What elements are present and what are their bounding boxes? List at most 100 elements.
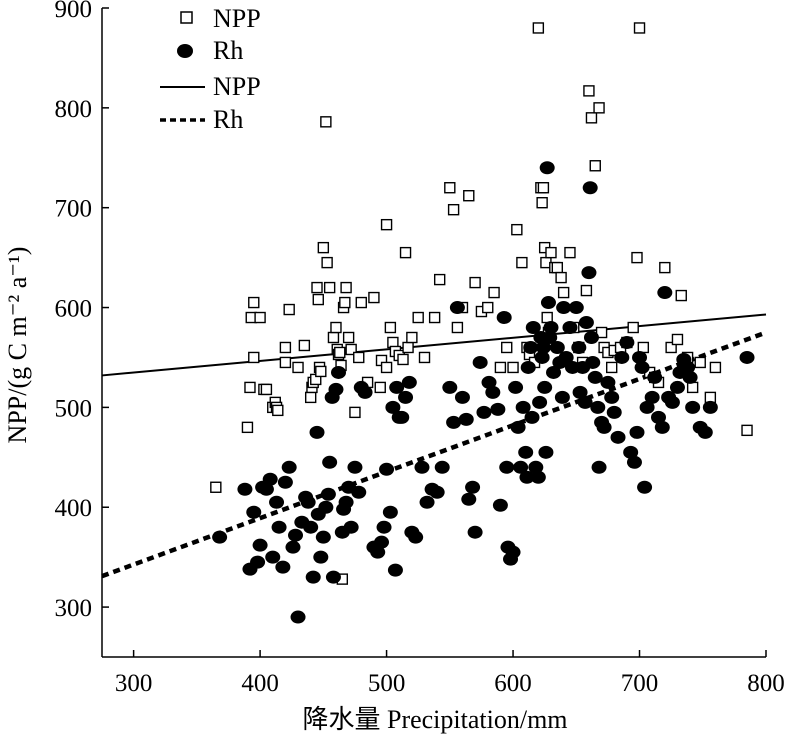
point-npp	[384, 321, 397, 334]
point-rh	[530, 470, 546, 484]
tick-labels: 300 400 500 600 700 800 300 400 500 600 700 800 900	[55, 0, 785, 697]
point-npp	[428, 311, 441, 324]
point-rh	[739, 350, 755, 364]
point-npp	[248, 296, 260, 309]
point-rh	[379, 462, 395, 476]
point-rh	[492, 498, 508, 512]
fit-lines	[101, 313, 767, 579]
point-npp	[279, 341, 292, 354]
point-rh	[442, 380, 458, 394]
point-rh	[465, 480, 481, 494]
point-rh	[600, 375, 616, 389]
point-npp	[583, 85, 595, 97]
point-rh	[549, 340, 565, 354]
point-npp	[292, 361, 304, 374]
point-rh	[499, 460, 515, 474]
point-npp	[330, 321, 342, 334]
point-npp	[380, 218, 393, 231]
point-rh	[539, 161, 555, 175]
point-rh	[525, 321, 541, 335]
point-npp	[741, 424, 753, 437]
point-npp	[488, 286, 500, 299]
point-npp	[399, 246, 412, 259]
point-rh	[571, 340, 587, 354]
point-rh	[556, 301, 572, 315]
y-tick-label: 900	[55, 0, 93, 23]
point-npp	[353, 351, 365, 364]
point-rh	[577, 395, 593, 409]
point-rh	[562, 321, 578, 335]
point-npp	[315, 365, 327, 378]
point-rh	[385, 400, 401, 414]
point-rh	[414, 460, 430, 474]
point-npp	[659, 261, 671, 274]
point-rh	[523, 340, 539, 354]
point-rh	[587, 370, 603, 384]
point-rh	[401, 375, 417, 389]
point-rh	[419, 495, 435, 509]
point-rh	[515, 400, 531, 414]
x-tick-label: 300	[115, 670, 153, 697]
point-rh	[524, 410, 540, 424]
legend-marker-npp-square	[180, 11, 193, 24]
point-rh	[382, 505, 398, 519]
point-npp	[595, 326, 608, 339]
point-npp	[311, 281, 323, 294]
point-rh	[305, 570, 321, 584]
point-rh	[629, 425, 645, 439]
point-npp	[317, 241, 330, 254]
x-tick-label: 400	[241, 670, 279, 697]
point-rh	[370, 545, 386, 559]
point-rh	[376, 520, 392, 534]
point-rh	[485, 385, 501, 399]
point-npp	[433, 273, 446, 286]
point-npp	[694, 356, 706, 369]
point-rh	[338, 495, 354, 509]
point-rh	[542, 330, 558, 344]
point-rh	[458, 412, 474, 426]
point-npp	[283, 303, 295, 316]
point-rh	[650, 410, 666, 424]
point-rh	[331, 365, 347, 379]
point-rh	[318, 500, 334, 514]
point-npp	[272, 404, 284, 417]
point-npp	[374, 381, 386, 394]
point-rh	[481, 375, 497, 389]
point-npp	[451, 321, 464, 334]
point-rh	[505, 545, 521, 559]
point-rh	[351, 485, 367, 499]
point-rh	[604, 390, 620, 404]
x-axis-title: 降水量 Precipitation/mm	[302, 705, 567, 734]
point-rh	[449, 301, 465, 315]
point-npp	[589, 160, 601, 172]
point-rh	[281, 460, 297, 474]
point-rh	[543, 321, 559, 335]
point-npp	[279, 356, 292, 369]
y-tick-label: 700	[55, 196, 93, 223]
legend-marker-rh-circle	[177, 44, 193, 58]
point-rh	[269, 495, 285, 509]
point-npp	[709, 361, 722, 374]
point-npp	[551, 261, 564, 274]
point-rh	[538, 445, 554, 459]
x-tick-label: 600	[494, 670, 532, 697]
y-axis-title: NPP/(g C m⁻² a⁻¹)	[3, 247, 32, 444]
point-npp	[339, 296, 351, 309]
point-rh	[508, 380, 524, 394]
x-tick-label: 700	[621, 670, 659, 697]
point-npp	[418, 351, 431, 364]
point-rh	[315, 530, 331, 544]
point-rh	[634, 360, 650, 374]
point-rh	[454, 390, 470, 404]
point-npp	[444, 182, 456, 194]
point-rh	[288, 528, 304, 542]
point-npp	[671, 333, 684, 346]
point-rh	[535, 340, 551, 354]
point-rh	[357, 385, 373, 399]
point-rh	[389, 380, 405, 394]
point-rh	[429, 485, 445, 499]
legend-label-rh-line: Rh	[213, 105, 243, 134]
point-npp	[555, 271, 567, 284]
point-rh	[347, 460, 363, 474]
point-npp	[304, 391, 317, 404]
